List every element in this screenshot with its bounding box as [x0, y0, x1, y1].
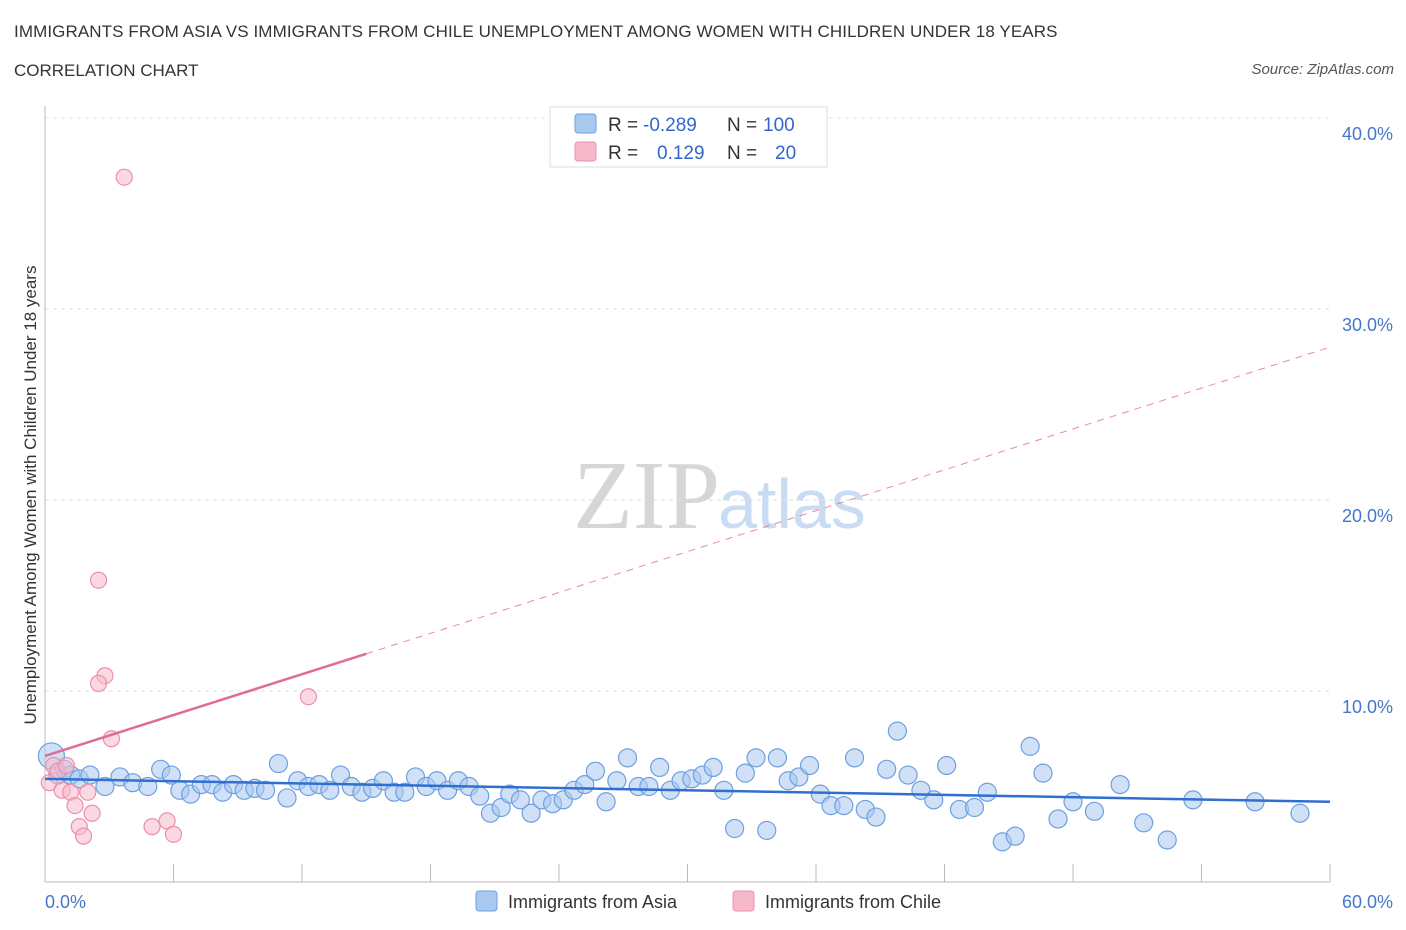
asia-point [746, 748, 766, 768]
asia-point [1157, 830, 1177, 850]
x-tick-labels: 0.0% 60.0% [45, 892, 1393, 912]
asia-point [255, 780, 276, 800]
chile-point [74, 827, 93, 845]
asia-point [1048, 809, 1068, 829]
asia-point [596, 792, 616, 812]
asia-point [887, 721, 907, 741]
chile-point [66, 796, 84, 815]
asia-point [617, 748, 638, 768]
asia-point [277, 788, 297, 808]
y-tick-label: 40.0% [1342, 124, 1393, 144]
x-tick-label-min: 0.0% [45, 892, 86, 912]
asia-point [1134, 813, 1154, 833]
asia-point [510, 790, 531, 810]
asia-point [607, 771, 627, 791]
asia-point [1110, 774, 1130, 795]
asia-point [650, 757, 670, 778]
legend-r-value-chile: 0.129 [657, 143, 705, 164]
asia-point [320, 780, 340, 800]
y-tick-label: 20.0% [1342, 506, 1393, 526]
asia-point [964, 797, 985, 818]
trend-lines [44, 346, 1331, 804]
chile-point [89, 571, 108, 589]
asia-point [703, 757, 723, 778]
bottom-legend-swatch-chile [732, 890, 755, 912]
asia-point [767, 748, 788, 768]
y-tick-label: 10.0% [1342, 697, 1393, 717]
asia-point [585, 761, 606, 781]
legend-swatch-asia [574, 113, 597, 134]
chart-source: Source: ZipAtlas.com [1251, 61, 1394, 78]
legend-n-value-chile: 20 [775, 143, 796, 164]
series-legend: Immigrants from Asia Immigrants from Chi… [475, 890, 941, 912]
series-asia-points [37, 721, 1310, 852]
asia-point [799, 755, 820, 776]
watermark-zip: ZIP [573, 442, 720, 550]
asia-point [95, 776, 115, 797]
grid-lines [45, 117, 1330, 692]
legend-r-value-asia: -0.289 [643, 115, 697, 136]
asia-point [735, 763, 755, 783]
axes [44, 106, 1331, 883]
asia-point [268, 753, 289, 774]
legend-r-label-chile: R = [608, 143, 638, 164]
watermark-atlas: atlas [718, 465, 866, 543]
asia-point [395, 782, 415, 802]
asia-point [470, 786, 490, 806]
asia-point [1033, 763, 1053, 783]
y-axis-label: Unemployment Among Women with Children U… [21, 266, 40, 725]
chile-point [115, 168, 133, 186]
chile-point [83, 804, 101, 822]
chile-point [299, 688, 318, 706]
asia-point [639, 776, 659, 797]
chile-point [89, 674, 108, 692]
x-tick-label-max: 60.0% [1342, 892, 1393, 912]
asia-point [866, 807, 886, 827]
asia-point [491, 797, 511, 818]
asia-point [1063, 792, 1083, 812]
asia-point [521, 803, 541, 823]
chile-point [79, 783, 97, 801]
bottom-legend-label-asia: Immigrants from Asia [508, 892, 678, 912]
legend-n-label-chile: N = [727, 143, 757, 164]
trend-line-asia [44, 777, 1331, 804]
asia-point [161, 765, 181, 785]
asia-point [844, 748, 865, 768]
asia-point [1005, 826, 1025, 846]
asia-point [725, 818, 745, 839]
legend-swatch-chile [574, 141, 597, 162]
y-tick-labels: 10.0% 20.0% 30.0% 40.0% [1342, 124, 1393, 717]
chile-point [143, 818, 161, 836]
asia-point [757, 820, 777, 841]
watermark: ZIP atlas [573, 442, 866, 550]
asia-point [977, 782, 997, 802]
chart-title: IMMIGRANTS FROM ASIA VS IMMIGRANTS FROM … [14, 22, 1058, 41]
asia-point [80, 765, 100, 785]
asia-point [937, 755, 957, 776]
stats-legend: R = -0.289 N = 100 R = 0.129 N = 20 [549, 106, 828, 168]
asia-point [834, 795, 854, 816]
asia-point [877, 759, 897, 779]
legend-n-value-asia: 100 [763, 115, 795, 136]
chart-subtitle: CORRELATION CHART [14, 61, 199, 80]
asia-point [1020, 736, 1040, 756]
chile-point [57, 756, 76, 775]
y-tick-label: 30.0% [1342, 315, 1393, 335]
asia-point [1290, 803, 1310, 823]
asia-point [898, 765, 918, 785]
legend-n-label-asia: N = [727, 115, 757, 136]
chile-point [164, 825, 183, 843]
bottom-legend-swatch-asia [475, 890, 498, 912]
bottom-legend-label-chile: Immigrants from Chile [765, 892, 941, 912]
trend-line-chile-solid [44, 652, 367, 758]
asia-point [1084, 801, 1105, 821]
legend-r-label-asia: R = [608, 115, 638, 136]
